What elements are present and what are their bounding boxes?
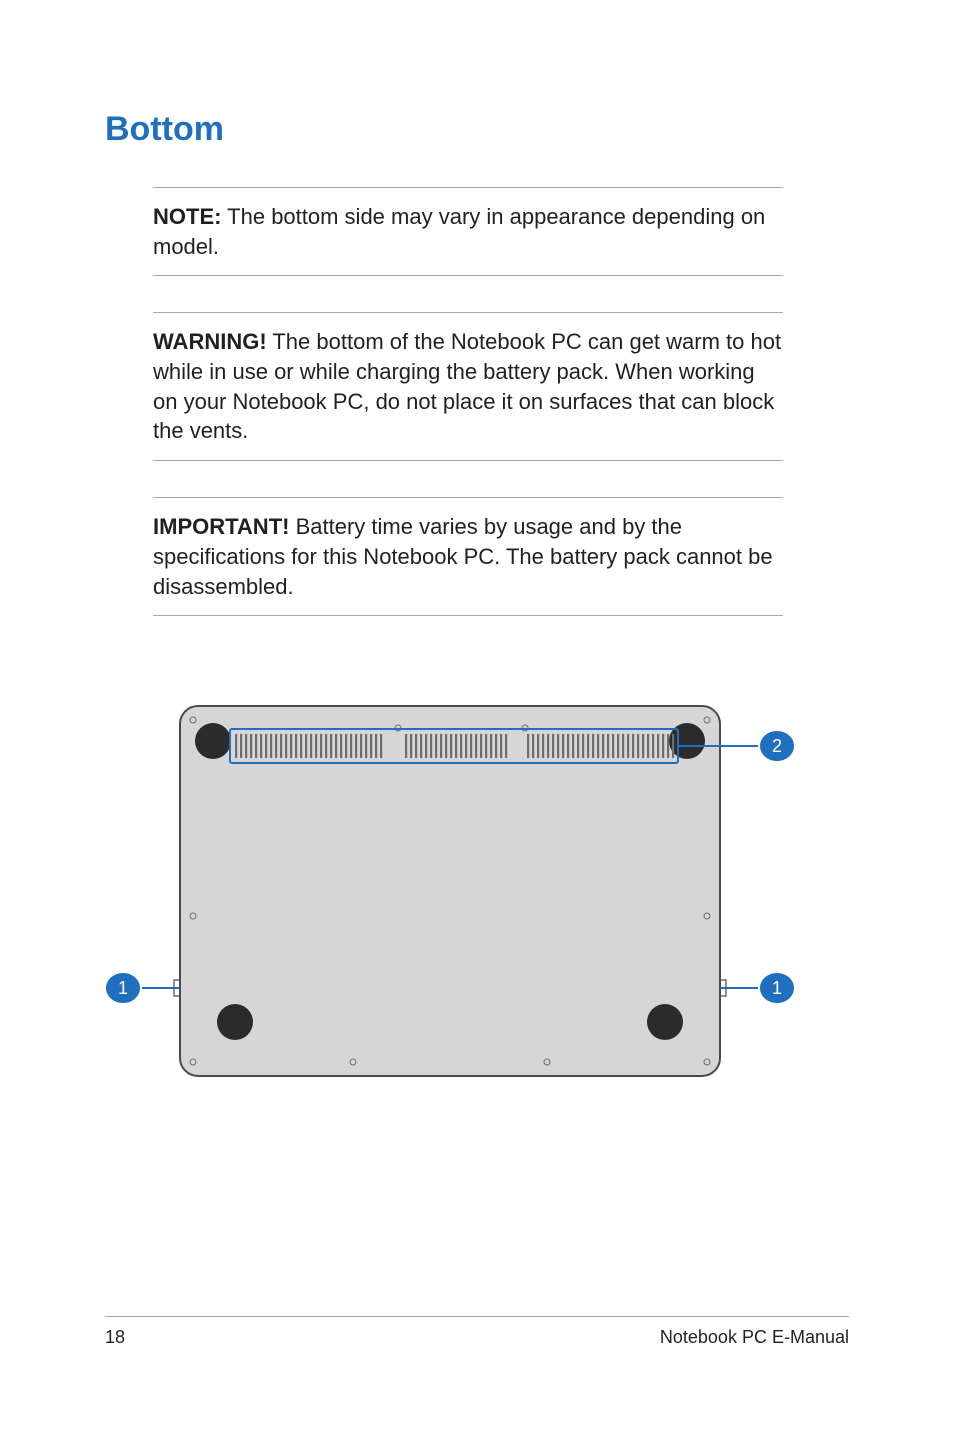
svg-text:1: 1 [118,978,128,998]
svg-text:2: 2 [772,736,782,756]
note-block: NOTE: The bottom side may vary in appear… [153,187,783,276]
laptop-body [180,706,720,1076]
warning-lead: WARNING! [153,329,267,354]
diagram-svg: 1 1 2 [95,696,865,1116]
important-lead: IMPORTANT! [153,514,289,539]
important-block: IMPORTANT! Battery time varies by usage … [153,497,783,616]
page-footer: 18 Notebook PC E-Manual [105,1316,849,1348]
vent-slots-center [405,734,507,758]
callout-1-right: 1 [759,972,795,1004]
note-lead: NOTE: [153,204,221,229]
page-heading: Bottom [105,110,849,149]
warning-block: WARNING! The bottom of the Notebook PC c… [153,312,783,461]
foot-bottom-left [217,1004,253,1040]
callout-2: 2 [759,730,795,762]
page-number: 18 [105,1327,125,1348]
bottom-diagram: 1 1 2 [105,696,849,1116]
doc-title: Notebook PC E-Manual [660,1327,849,1348]
note-text: The bottom side may vary in appearance d… [153,204,765,259]
foot-top-left [195,723,231,759]
foot-bottom-right [647,1004,683,1040]
svg-text:1: 1 [772,978,782,998]
callout-1-left: 1 [105,972,141,1004]
